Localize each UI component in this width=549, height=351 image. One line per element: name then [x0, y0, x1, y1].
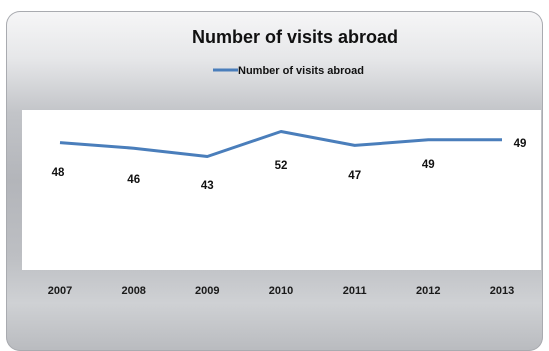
data-label: 43	[201, 180, 214, 192]
data-label: 47	[348, 170, 361, 182]
legend-label: Number of visits abroad	[238, 65, 364, 77]
x-tick-label: 2007	[48, 285, 72, 297]
x-tick-label: 2008	[121, 285, 145, 297]
data-label: 52	[275, 160, 288, 172]
x-axis-tick-labels: 2007 2008 2009 2010 2011 2012 2013	[48, 285, 514, 297]
x-tick-label: 2011	[343, 285, 367, 297]
series-line	[59, 130, 502, 158]
x-tick-label: 2010	[269, 285, 293, 297]
data-labels: 48 46 43 52 47 49 49	[52, 138, 527, 192]
data-label: 46	[127, 174, 140, 186]
data-label: 49	[514, 138, 527, 150]
chart-title: Number of visits abroad	[192, 27, 398, 47]
legend: Number of visits abroad	[213, 65, 364, 77]
data-label: 48	[52, 167, 65, 179]
chart-svg: Number of visits abroad Number of visits…	[22, 27, 541, 297]
x-tick-label: 2012	[416, 285, 440, 297]
data-label: 49	[422, 159, 435, 171]
x-tick-label: 2013	[490, 285, 514, 297]
series-group	[59, 130, 502, 158]
plot-area	[22, 110, 541, 270]
x-tick-label: 2009	[195, 285, 219, 297]
